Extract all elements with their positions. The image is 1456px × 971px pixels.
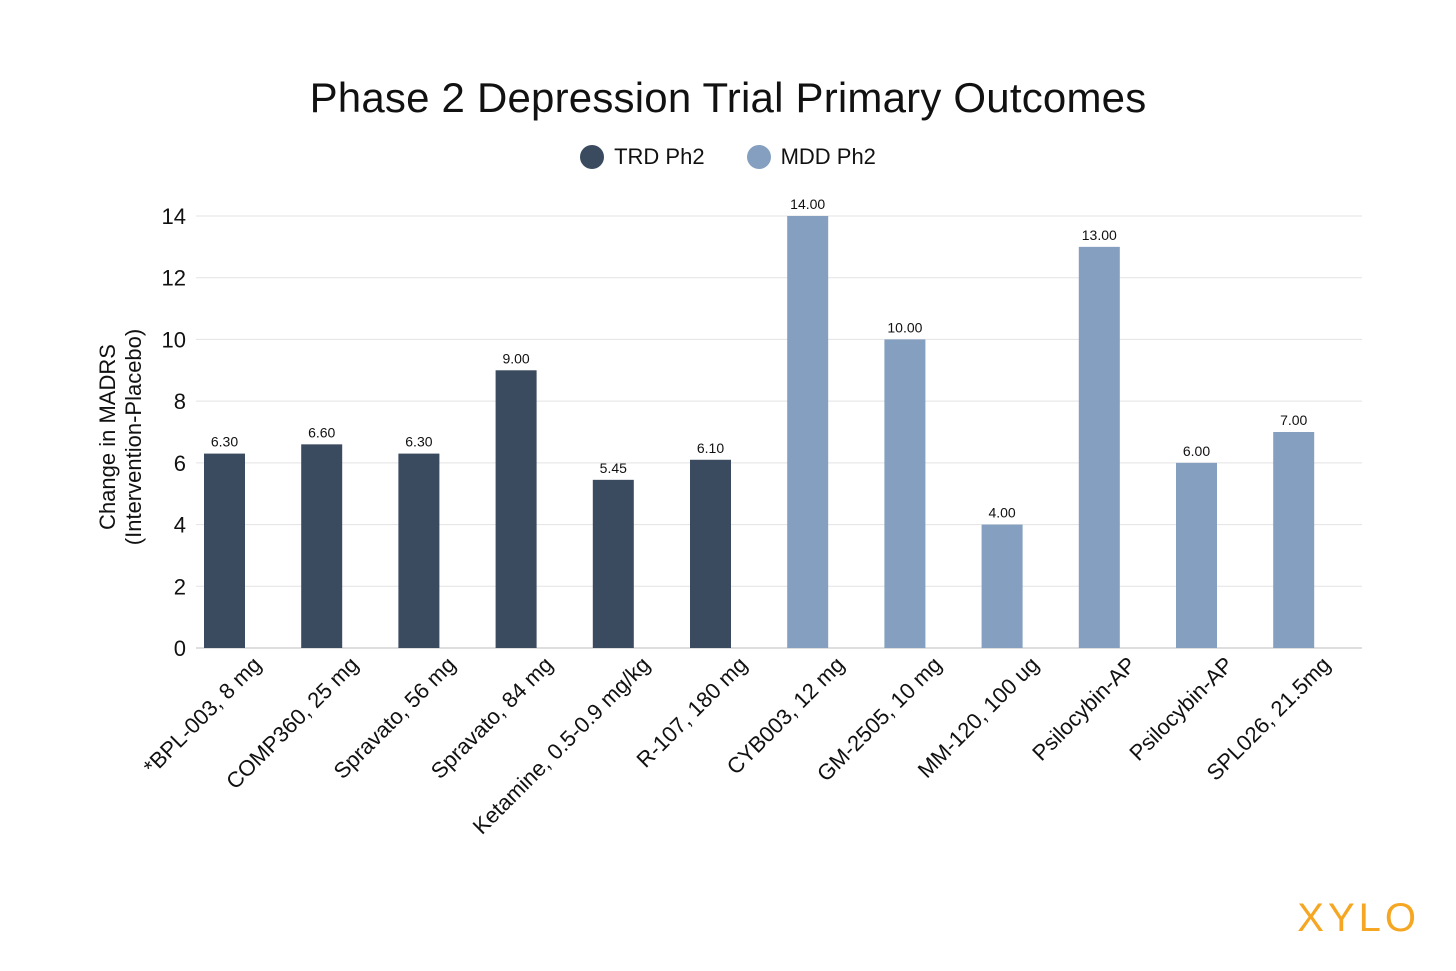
y-tick-label: 14 bbox=[162, 204, 186, 229]
data-label: 9.00 bbox=[502, 350, 529, 366]
data-label: 7.00 bbox=[1280, 412, 1307, 428]
data-label: 10.00 bbox=[887, 319, 922, 335]
bar-mdd bbox=[787, 216, 829, 648]
legend-item-trd: TRD Ph2 bbox=[580, 144, 705, 170]
y-tick-label: 12 bbox=[162, 266, 186, 291]
bar-mdd bbox=[1176, 462, 1217, 648]
xylo-logo: XYLO bbox=[1297, 896, 1420, 940]
y-tick-label: 0 bbox=[174, 636, 186, 661]
data-label: 6.10 bbox=[697, 440, 724, 456]
legend-swatch-trd bbox=[580, 145, 605, 169]
y-tick-label: 8 bbox=[174, 389, 186, 414]
bar-mdd bbox=[884, 339, 926, 648]
bar-trd bbox=[301, 444, 343, 648]
legend-label-trd: TRD Ph2 bbox=[614, 144, 705, 169]
y-tick-label: 4 bbox=[174, 513, 186, 538]
y-tick-label: 10 bbox=[162, 327, 186, 352]
x-tick-label: Ketamine, 0.5-0.9 mg/kg bbox=[468, 652, 655, 839]
bar-mdd bbox=[981, 524, 1023, 648]
data-label: 6.30 bbox=[211, 434, 238, 450]
y-axis-label: Change in MADRS(Intervention-Placebo) bbox=[95, 329, 146, 545]
data-label: 5.45 bbox=[600, 460, 627, 476]
bar-mdd bbox=[1078, 246, 1120, 648]
data-label: 13.00 bbox=[1082, 227, 1117, 243]
legend: TRD Ph2 MDD Ph2 bbox=[0, 144, 1456, 170]
y-tick-label: 2 bbox=[174, 574, 186, 599]
bar-trd bbox=[398, 453, 440, 648]
bar-trd bbox=[204, 453, 245, 648]
legend-item-mdd: MDD Ph2 bbox=[746, 144, 876, 170]
legend-swatch-mdd bbox=[746, 145, 771, 169]
data-label: 4.00 bbox=[988, 505, 1015, 521]
bar-mdd bbox=[1273, 432, 1315, 648]
bar-trd bbox=[592, 479, 634, 648]
data-label: 6.60 bbox=[308, 424, 335, 440]
chart-title: Phase 2 Depression Trial Primary Outcome… bbox=[309, 74, 1147, 121]
y-tick-label: 6 bbox=[174, 451, 186, 476]
data-label: 14.00 bbox=[790, 196, 825, 212]
data-label: 6.30 bbox=[405, 434, 432, 450]
legend-label-mdd: MDD Ph2 bbox=[780, 144, 876, 169]
data-label: 6.00 bbox=[1183, 443, 1210, 459]
bar-trd bbox=[690, 459, 731, 648]
bar-trd bbox=[495, 370, 537, 648]
